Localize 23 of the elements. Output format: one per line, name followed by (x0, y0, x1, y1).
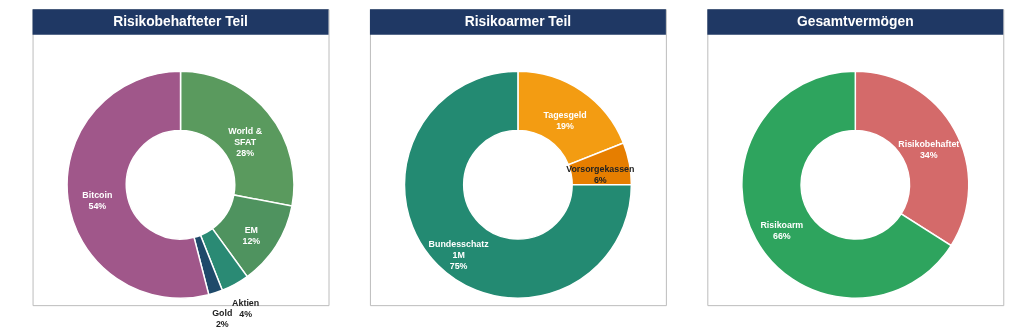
slice-label: Bundesschatz 1M (428, 239, 490, 260)
data-label: 54% (88, 201, 107, 212)
slice-label: Gold (212, 308, 233, 319)
slice-label: EM (244, 224, 258, 235)
data-label: 4% (239, 309, 253, 320)
donut-slice (403, 70, 633, 299)
chart-title: Risikobehafteter Teil (113, 12, 248, 29)
slice-label: Risikobehaftet (898, 139, 960, 150)
data-label: 34% (919, 150, 938, 161)
data-label: 6% (593, 174, 607, 185)
data-label: 66% (772, 230, 791, 241)
chart-title: Risikoarmer Teil (464, 12, 572, 29)
chart-title: Gesamtvermögen (797, 12, 914, 29)
data-label: 12% (242, 235, 261, 246)
data-label: 2% (215, 319, 229, 330)
data-label: 75% (449, 260, 468, 271)
data-label: 19% (556, 121, 575, 132)
slice-label: Bitcoin (82, 190, 113, 201)
slice-label: Aktien (232, 298, 260, 309)
data-label: 28% (236, 148, 255, 158)
slice-label: Risikoarm (760, 220, 804, 231)
slice-label: World & SFAT (228, 126, 263, 148)
slice-label: Tagesgeld (543, 110, 587, 121)
